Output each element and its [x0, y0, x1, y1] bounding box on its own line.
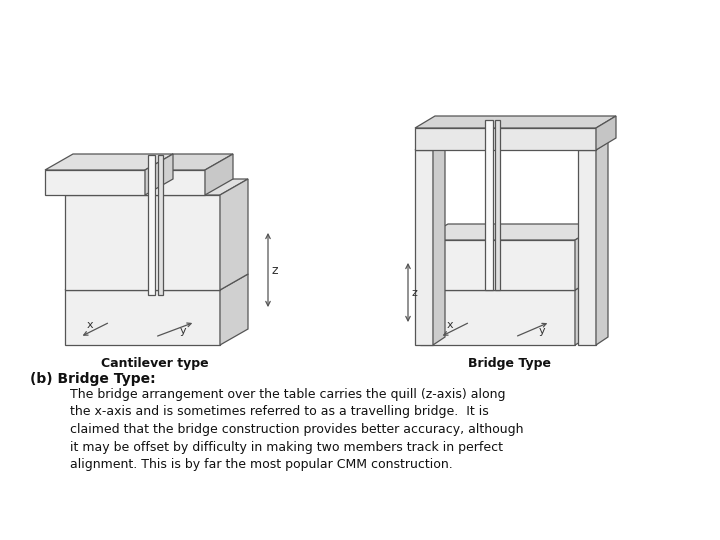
- Polygon shape: [205, 154, 233, 195]
- Polygon shape: [415, 116, 616, 128]
- Polygon shape: [158, 155, 163, 295]
- Polygon shape: [420, 240, 575, 290]
- Polygon shape: [495, 120, 500, 290]
- Polygon shape: [65, 195, 220, 290]
- Text: z: z: [412, 287, 418, 298]
- Polygon shape: [145, 154, 173, 195]
- Polygon shape: [578, 142, 608, 150]
- Text: y: y: [539, 326, 545, 336]
- Polygon shape: [596, 142, 608, 345]
- Text: claimed that the bridge construction provides better accuracy, although: claimed that the bridge construction pro…: [70, 423, 523, 436]
- Polygon shape: [575, 274, 603, 345]
- Text: z: z: [272, 264, 279, 276]
- Polygon shape: [420, 224, 603, 240]
- Polygon shape: [220, 274, 248, 345]
- Polygon shape: [145, 170, 205, 195]
- Polygon shape: [485, 120, 493, 290]
- Polygon shape: [420, 290, 575, 345]
- Polygon shape: [220, 179, 248, 290]
- Polygon shape: [578, 150, 596, 345]
- Polygon shape: [420, 274, 603, 290]
- Polygon shape: [415, 142, 445, 150]
- Text: y: y: [180, 326, 186, 336]
- Text: Cantilever type: Cantilever type: [102, 357, 209, 370]
- Text: x: x: [446, 320, 454, 330]
- Polygon shape: [596, 116, 616, 150]
- Text: (b) Bridge Type:: (b) Bridge Type:: [30, 372, 156, 386]
- Polygon shape: [65, 290, 220, 345]
- Polygon shape: [148, 155, 155, 295]
- Polygon shape: [415, 150, 433, 345]
- Polygon shape: [65, 179, 248, 195]
- Text: Bridge Type: Bridge Type: [469, 357, 552, 370]
- Polygon shape: [45, 170, 145, 195]
- Polygon shape: [145, 154, 233, 170]
- Text: alignment. This is by far the most popular CMM construction.: alignment. This is by far the most popul…: [70, 458, 453, 471]
- Polygon shape: [415, 128, 596, 150]
- Text: it may be offset by difficulty in making two members track in perfect: it may be offset by difficulty in making…: [70, 441, 503, 454]
- Polygon shape: [575, 224, 603, 290]
- Text: x: x: [86, 320, 94, 330]
- Polygon shape: [45, 154, 173, 170]
- Text: The bridge arrangement over the table carries the quill (z-axis) along: The bridge arrangement over the table ca…: [70, 388, 505, 401]
- Polygon shape: [65, 274, 248, 290]
- Text: the x-axis and is sometimes referred to as a travelling bridge.  It is: the x-axis and is sometimes referred to …: [70, 406, 489, 419]
- Polygon shape: [433, 142, 445, 345]
